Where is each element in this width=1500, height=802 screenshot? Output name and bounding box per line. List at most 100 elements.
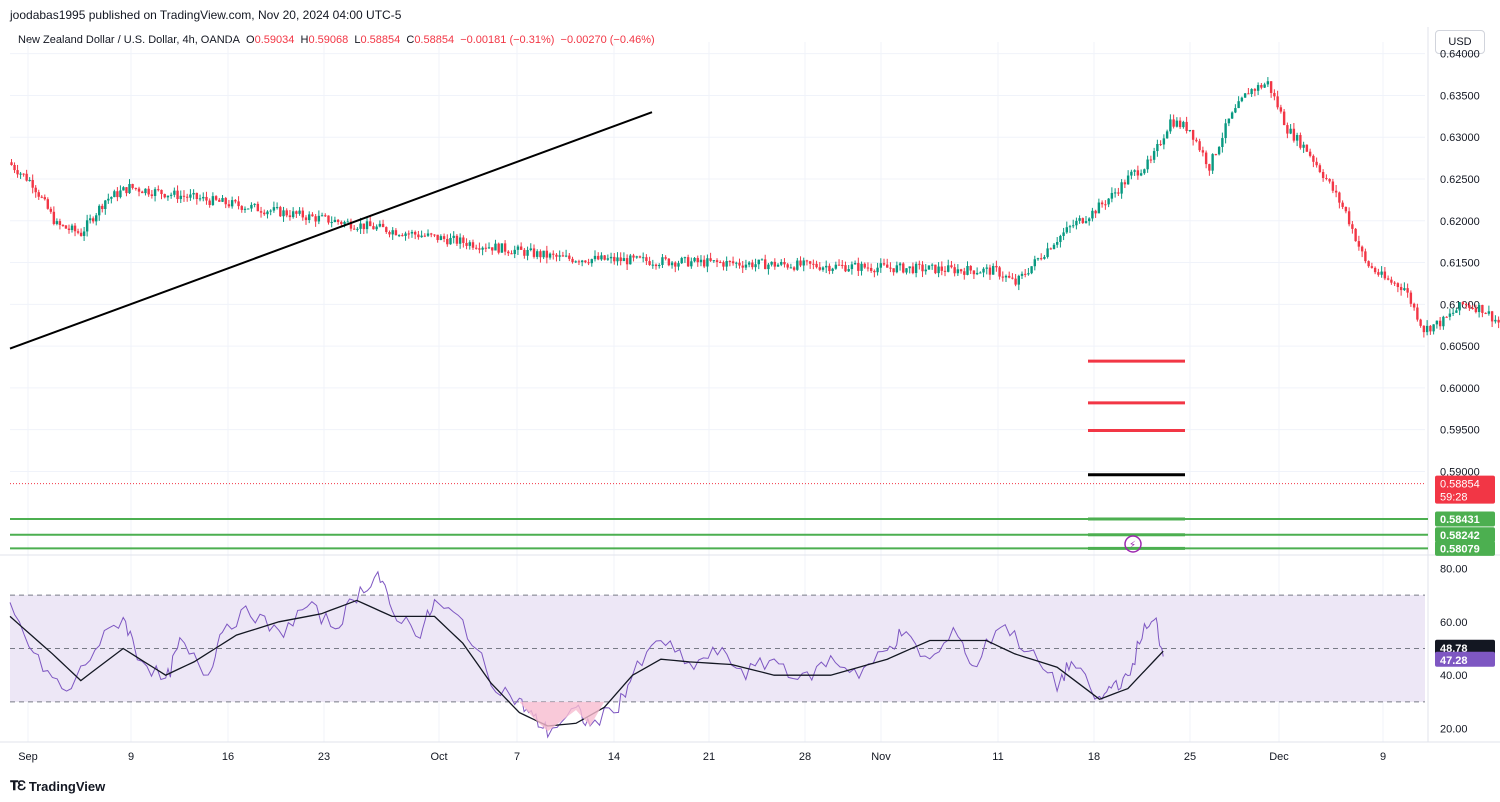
candle-body (1234, 108, 1237, 113)
candle-body (1088, 218, 1091, 222)
candle-body (43, 197, 46, 200)
candle-body (1321, 172, 1325, 178)
candle-body (998, 267, 1001, 277)
candle-body (1146, 159, 1149, 170)
candle-body (1253, 89, 1257, 91)
candle-body (1344, 206, 1348, 212)
lightning-glyph-icon: ⚡ (1129, 540, 1136, 551)
candle-body (137, 188, 141, 192)
candle-body (1152, 151, 1156, 160)
candle-body (218, 199, 221, 202)
candle-body (73, 225, 77, 232)
candle-body (1081, 218, 1084, 223)
candle-body (808, 261, 812, 264)
candle-body (950, 265, 953, 268)
candle-body (1204, 152, 1208, 165)
candle-body (1043, 256, 1046, 259)
candle-body (1351, 224, 1354, 229)
candle-body (879, 263, 882, 268)
candle-body (385, 227, 388, 232)
candle-body (597, 255, 600, 260)
time-tick-label: 11 (992, 751, 1003, 763)
candle-body (898, 263, 902, 266)
candle-body (1072, 225, 1075, 227)
currency-button[interactable]: USD (1435, 30, 1485, 54)
candle-body (349, 221, 353, 229)
high-label: H (300, 34, 309, 46)
candle-body (320, 215, 324, 217)
candle-body (1033, 259, 1036, 267)
candle-body (420, 235, 423, 238)
candle-body (468, 242, 471, 246)
candle-body (125, 187, 128, 194)
candle-body (735, 262, 738, 264)
price-tick-label: 0.59000 (1440, 466, 1480, 478)
last-price-tag (1435, 475, 1495, 504)
candle-body (67, 228, 71, 231)
candle-body (116, 191, 119, 198)
change-value-2: −0.00270 (−0.46%) (560, 34, 655, 46)
candle-body (330, 222, 333, 224)
candle-body (1445, 316, 1448, 318)
time-tick-label: Oct (430, 751, 447, 763)
candle-body (555, 254, 558, 257)
close-value: 0.58854 (414, 34, 455, 46)
candle-body (407, 233, 410, 235)
candle-body (542, 250, 545, 258)
candle-body (40, 196, 43, 198)
candle-body (1217, 147, 1221, 155)
candle-body (693, 257, 696, 262)
candle-body (513, 249, 516, 255)
candle-body (1370, 266, 1374, 268)
candle-body (446, 238, 449, 245)
candle-body (295, 211, 298, 214)
candle-body (1360, 246, 1364, 252)
candle-body (1107, 198, 1110, 205)
candle-body (934, 264, 937, 274)
candle-body (886, 264, 889, 268)
candle-body (462, 237, 465, 243)
candle-body (616, 257, 619, 262)
candle-body (799, 260, 802, 266)
candle-body (715, 260, 719, 263)
candle-body (603, 255, 606, 260)
candle-body (1172, 119, 1175, 127)
candle-body (712, 260, 716, 262)
candle-body (619, 257, 622, 262)
candle-body (757, 259, 760, 265)
candle-body (478, 248, 481, 250)
candle-body (751, 262, 754, 268)
candle-body (179, 195, 182, 200)
candle-body (85, 220, 89, 232)
time-tick-label: 16 (222, 751, 234, 763)
candle-body (690, 261, 693, 267)
candle-body (526, 250, 529, 256)
candle-body (224, 198, 227, 205)
candle-body (455, 235, 459, 244)
candle-body (13, 164, 16, 171)
candle-body (645, 257, 648, 262)
price-tick-label: 0.59500 (1440, 425, 1480, 437)
lightning-marker-icon (1124, 535, 1142, 553)
candle-body (796, 260, 799, 270)
candle-body (163, 194, 166, 198)
tradingview-footer: 𝐓ℇ TradingView (10, 778, 105, 794)
candle-body (160, 189, 163, 195)
candle-body (1409, 292, 1413, 304)
candle-body (1464, 303, 1468, 306)
candle-body (208, 200, 211, 206)
candle-body (1273, 92, 1276, 97)
candle-body (144, 188, 147, 194)
support-zone-marker (1088, 517, 1185, 521)
candle-body (34, 187, 37, 193)
candle-body (908, 266, 911, 269)
candle-body (1224, 123, 1227, 139)
candle-body (921, 264, 924, 272)
candle-body (10, 162, 13, 165)
candle-body (417, 234, 420, 238)
candle-body (1143, 169, 1146, 174)
candle-body (55, 221, 59, 224)
candle-body (738, 262, 741, 266)
candle-body (979, 272, 982, 274)
